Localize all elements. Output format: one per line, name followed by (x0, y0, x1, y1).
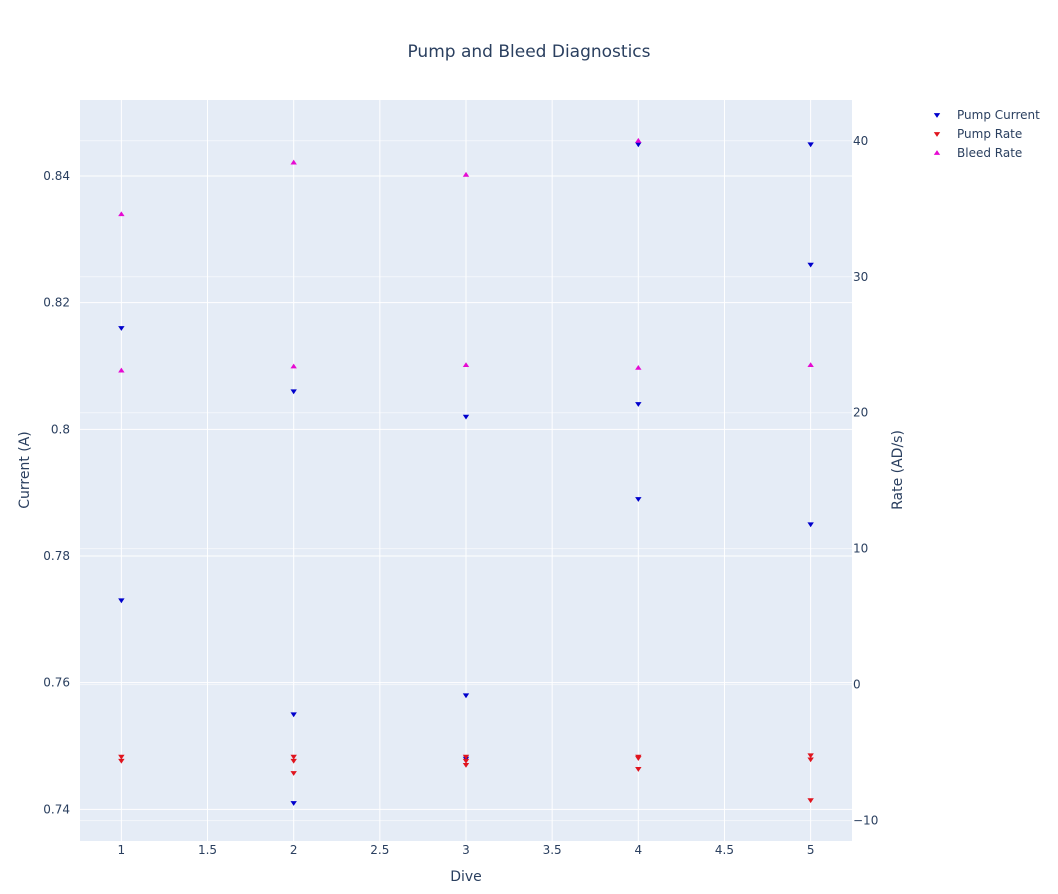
y2-tick-label: 0 (853, 678, 861, 692)
data-point (290, 389, 297, 395)
y-tick-label: 0.8 (51, 422, 70, 436)
y-tick-label: 0.78 (43, 549, 70, 563)
y2-axis-title: Rate (AD/s) (890, 430, 906, 510)
data-point (462, 362, 470, 368)
data-point (807, 362, 814, 368)
tick-labels: 1 1.5 2 2.5 3 3.5 4 4.5 5 0.74 0.76 0.78 0.8 0.82 0.84… (43, 134, 878, 857)
legend-marker (933, 132, 941, 137)
data-point (118, 754, 125, 760)
series-bleed-rate (118, 137, 814, 373)
legend-label: Bleed Rate (957, 146, 1022, 160)
data-point (807, 522, 814, 528)
y2-tick-label: 30 (853, 270, 868, 284)
x-tick-label: 3.5 (543, 843, 562, 857)
data-point (635, 142, 642, 148)
x-tick-label: 2.5 (370, 843, 389, 857)
legend: Pump Current Pump Rate Bleed Rate (933, 108, 1040, 160)
x-tick-label: 1.5 (198, 843, 217, 857)
x-tick-label: 5 (807, 843, 815, 857)
x-axis-title: Dive (450, 869, 482, 885)
data-point (290, 363, 297, 369)
data-point (118, 598, 125, 604)
data-point (118, 211, 125, 217)
data-point (462, 758, 470, 764)
data-marks (118, 137, 814, 806)
y2-tick-label: 40 (853, 134, 868, 148)
data-point (462, 754, 470, 760)
data-point (462, 414, 470, 420)
x-tick-label: 4.5 (715, 843, 734, 857)
data-point (807, 798, 814, 804)
x-tick-label: 4 (635, 843, 643, 857)
y-tick-label: 0.84 (43, 169, 70, 183)
y-axis-title: Current (A) (17, 431, 33, 509)
data-point (635, 497, 642, 502)
data-point (807, 757, 814, 763)
data-point (462, 762, 470, 768)
data-point (118, 326, 125, 331)
x-tick-label: 2 (290, 843, 298, 857)
y2-tick-label: 10 (853, 542, 868, 556)
legend-item[interactable]: Pump Current (933, 108, 1040, 122)
data-point (635, 137, 642, 143)
y-tick-label: 0.82 (43, 296, 70, 310)
chart-title: Pump and Bleed Diagnostics (407, 42, 650, 62)
legend-label: Pump Rate (957, 127, 1022, 141)
data-point (635, 767, 642, 772)
data-point (118, 758, 125, 764)
data-point (290, 771, 297, 776)
data-point (635, 364, 642, 370)
data-point (290, 754, 297, 760)
data-point (462, 693, 470, 699)
legend-marker (933, 113, 941, 118)
data-point (462, 171, 470, 177)
legend-item[interactable]: Pump Rate (933, 127, 1022, 141)
data-point (290, 159, 297, 165)
y2-tick-label: 20 (853, 406, 868, 420)
legend-item[interactable]: Bleed Rate (933, 146, 1022, 160)
y2-tick-label: −10 (853, 814, 878, 828)
data-point (290, 801, 297, 806)
data-point (635, 402, 642, 407)
data-point (807, 753, 814, 759)
series-pump-rate (118, 753, 814, 804)
data-point (290, 758, 297, 764)
data-point (807, 142, 814, 148)
y-tick-label: 0.76 (43, 676, 70, 690)
series-pump-current (118, 142, 814, 806)
y-tick-label: 0.74 (43, 802, 70, 816)
data-point (635, 756, 642, 761)
legend-marker (933, 150, 941, 155)
data-point (290, 712, 297, 718)
data-point (118, 367, 125, 373)
legend-label: Pump Current (957, 108, 1040, 122)
x-tick-label: 3 (462, 843, 470, 857)
x-tick-label: 1 (118, 843, 126, 857)
data-point (807, 262, 814, 268)
